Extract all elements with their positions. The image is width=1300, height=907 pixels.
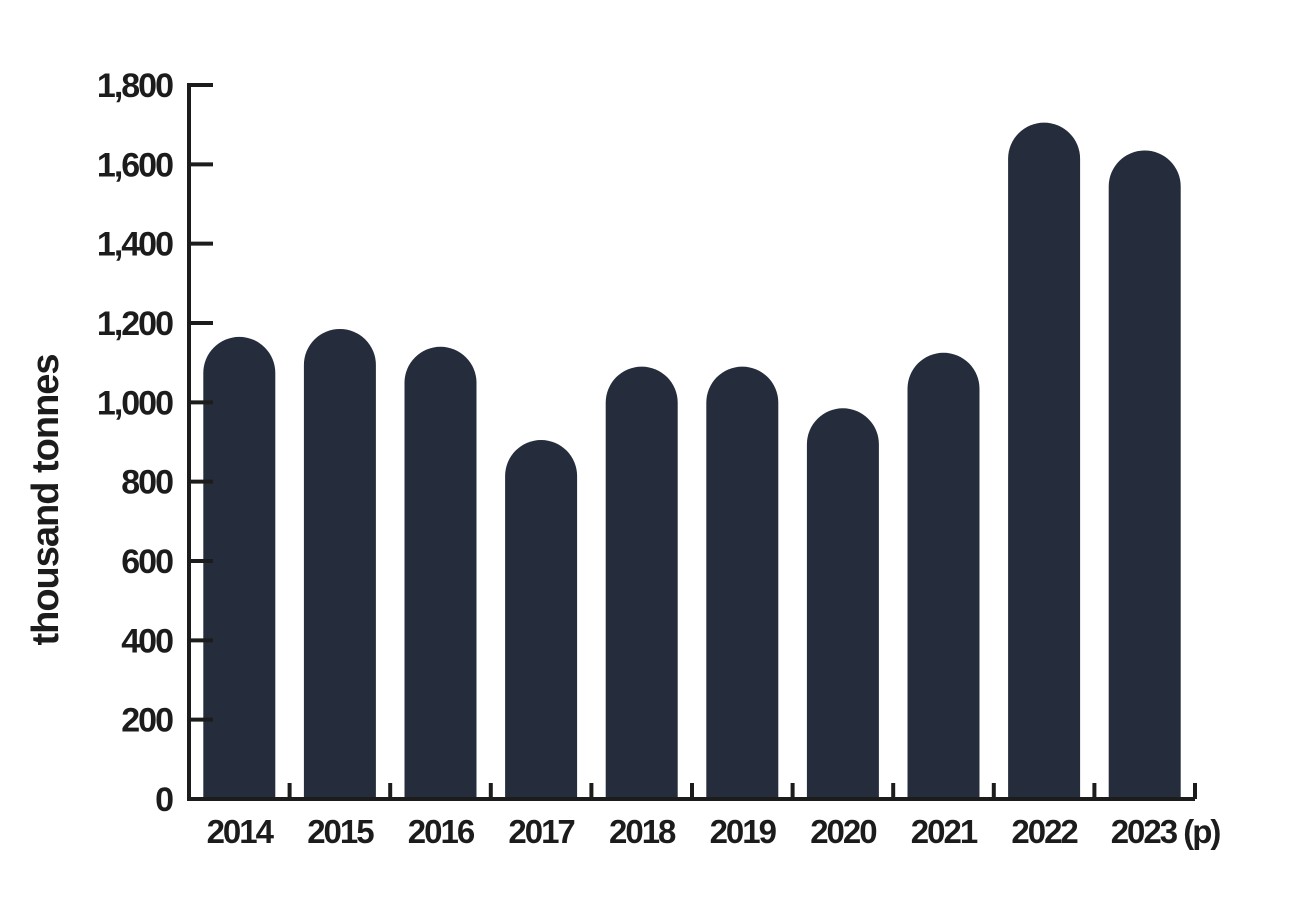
y-axis-label: thousand tonnes	[25, 354, 67, 645]
x-tick-label: 2022	[1011, 813, 1078, 850]
bar-2023-p	[1108, 150, 1181, 799]
bar-2017	[505, 440, 578, 799]
y-tick-label: 0	[155, 781, 173, 819]
x-tick-label: 2016	[408, 813, 475, 850]
y-tick-label: 1,200	[97, 305, 173, 343]
x-tick-label: 2015	[307, 813, 374, 850]
y-ticks-group: 0 200 400 600 800 1,000 1,200 1,400 1,600 1,800	[97, 67, 213, 819]
x-tick-label: 2018	[609, 813, 676, 850]
bars-group	[203, 122, 1181, 799]
x-tick-label: 2020	[810, 813, 876, 850]
y-tick-label: 600	[121, 543, 173, 581]
y-tick-label: 800	[121, 464, 173, 502]
y-tick-label: 1,400	[97, 226, 173, 264]
y-tick-label: 1,800	[97, 67, 173, 105]
x-tick-label: 2023 (p)	[1111, 813, 1221, 850]
y-tick-label: 1,600	[97, 146, 173, 184]
x-tick-label: 2017	[508, 813, 574, 850]
bar-2022	[1008, 122, 1081, 799]
x-tick-label: 2014	[207, 813, 275, 850]
bar-2020	[806, 408, 879, 799]
bar-2019	[706, 366, 779, 799]
y-tick-label: 200	[121, 702, 173, 740]
x-ticks-group: 2014 2015 2016 2017 2018 2019 2020 2021 2022 2023…	[207, 783, 1222, 850]
y-tick-label: 400	[121, 622, 173, 660]
bar-2021	[907, 352, 980, 799]
bar-2015	[303, 328, 376, 799]
x-tick-label: 2019	[710, 813, 777, 850]
bar-2016	[404, 346, 477, 799]
x-tick-label: 2021	[911, 813, 978, 850]
bar-2018	[605, 366, 678, 799]
bar-2014	[203, 336, 276, 799]
y-tick-label: 1,000	[97, 384, 173, 422]
